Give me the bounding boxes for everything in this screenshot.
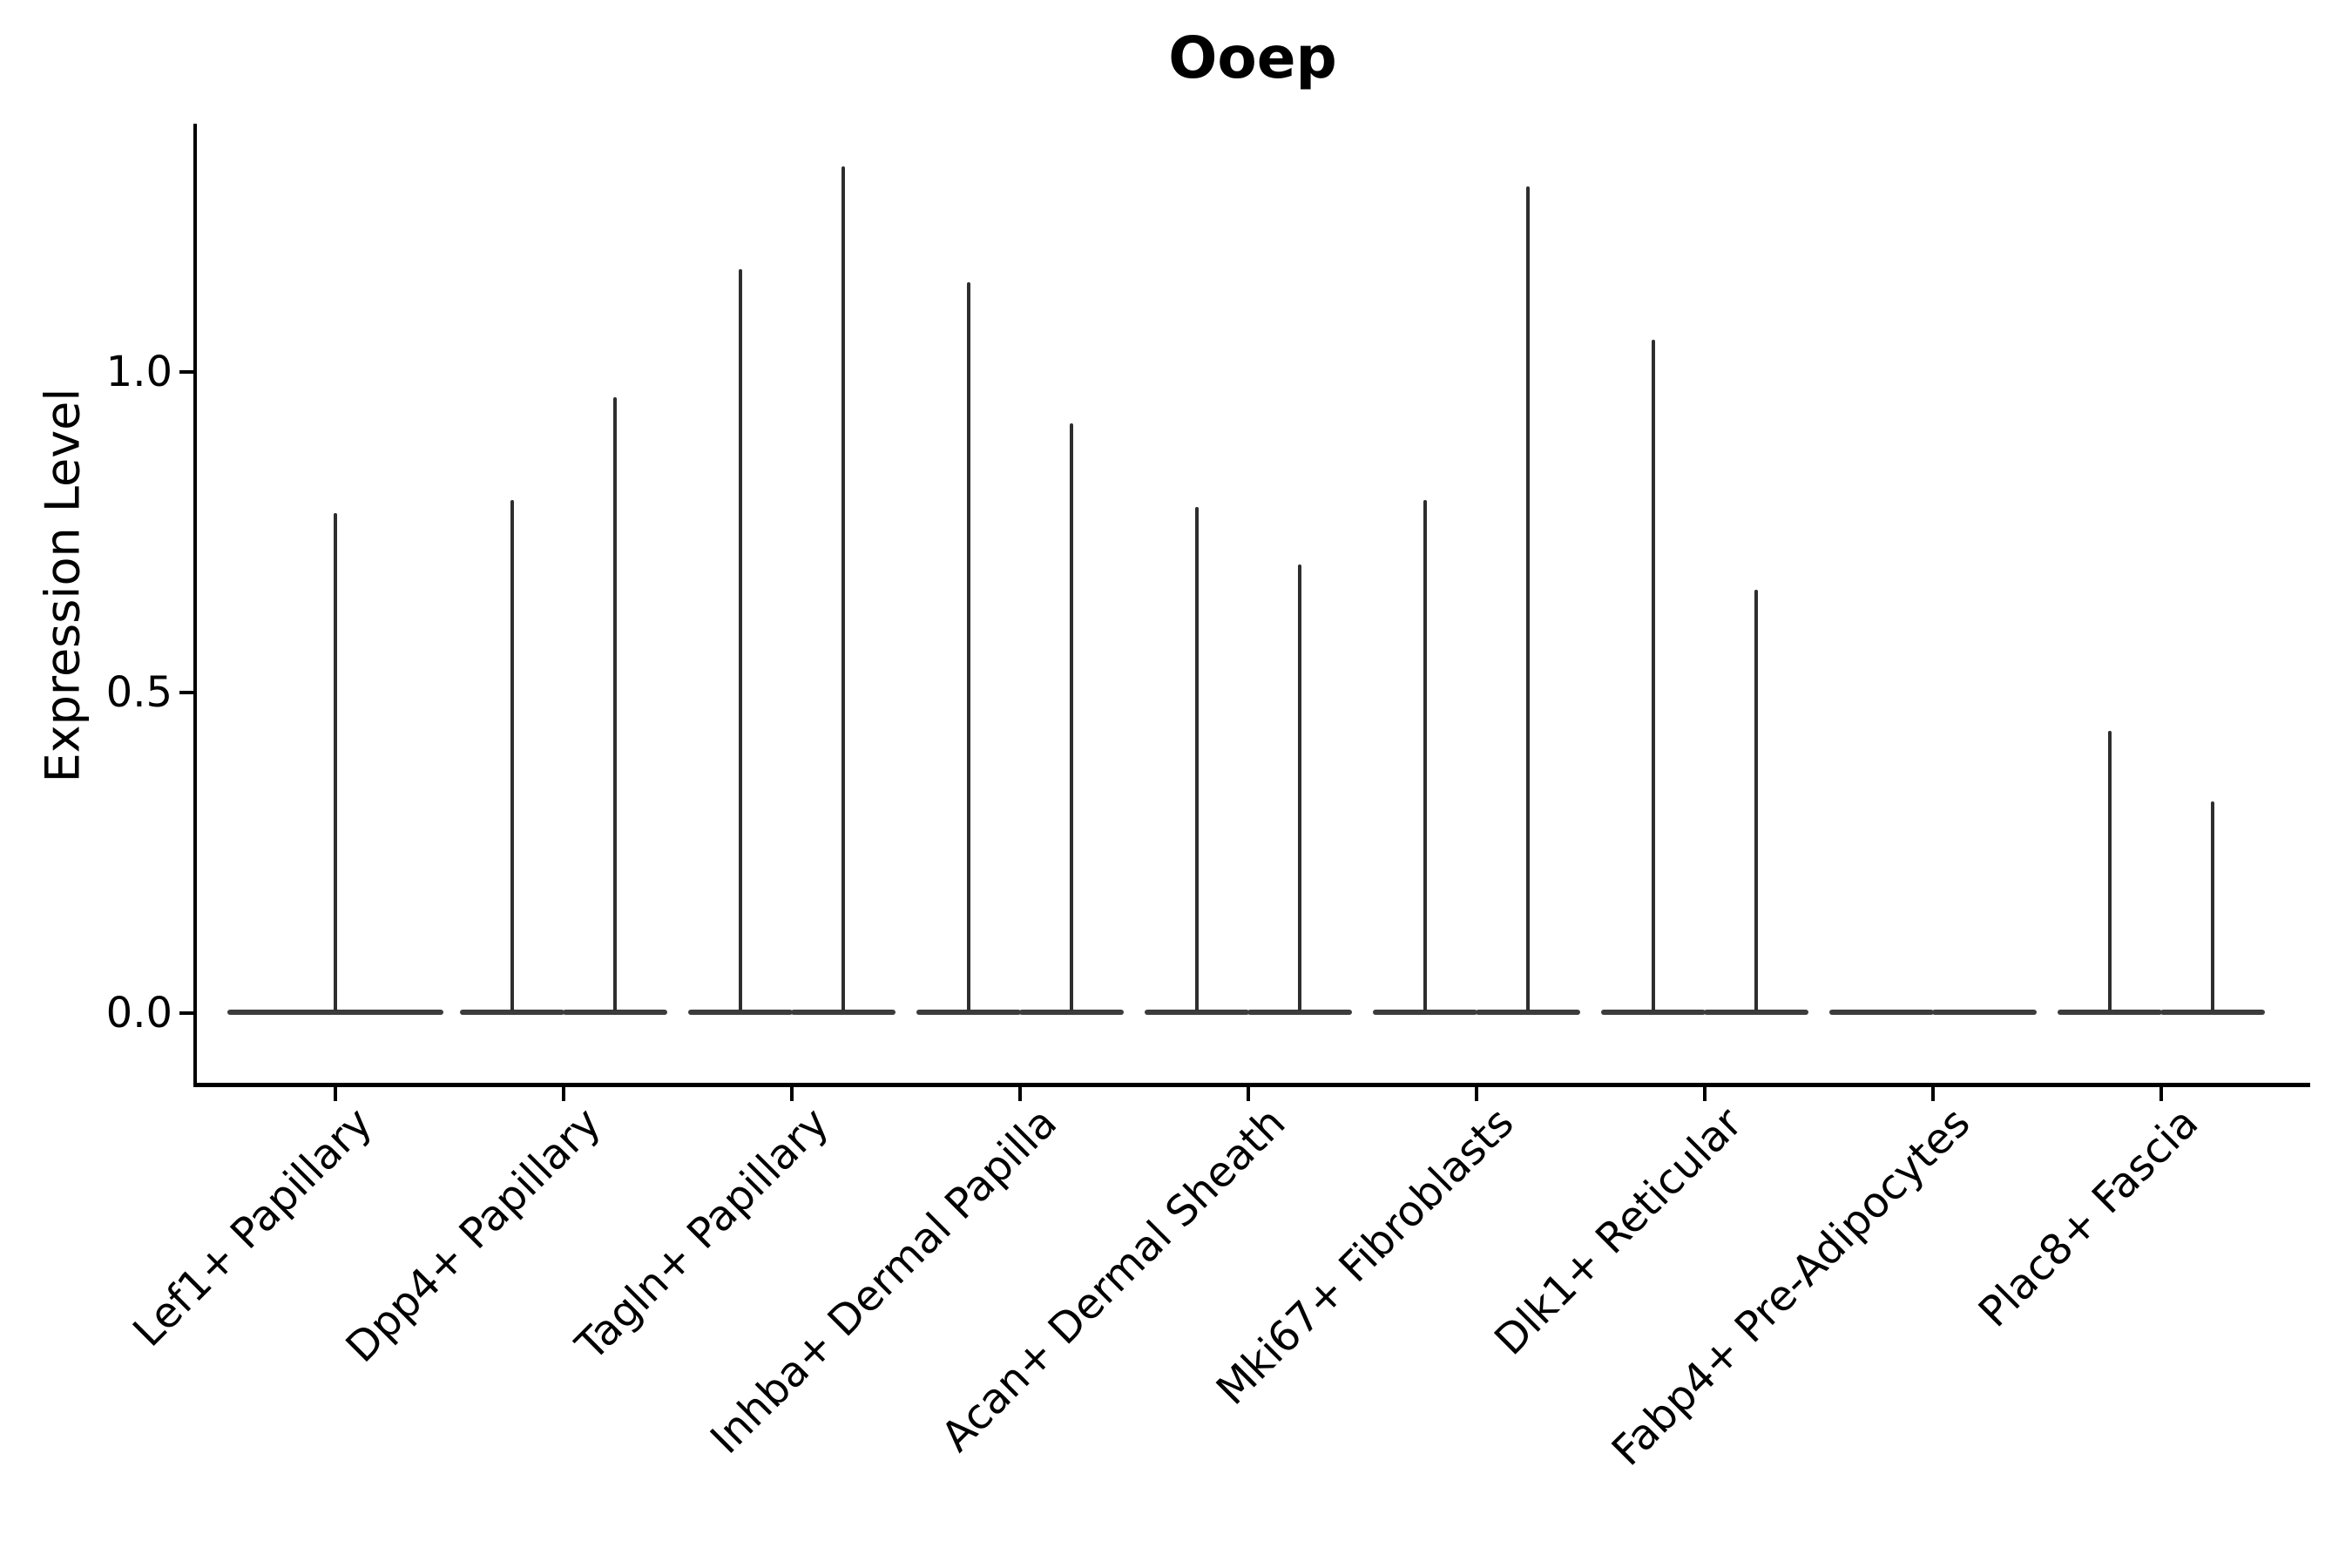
y-axis-spine	[193, 124, 197, 1086]
x-tick-mark	[562, 1087, 565, 1101]
violin-spike	[2108, 731, 2112, 1010]
violin-base	[227, 1010, 443, 1015]
violin-spike	[1526, 186, 1530, 1010]
y-tick-label: 0.5	[105, 668, 172, 717]
violin-base	[460, 1010, 564, 1015]
violin-base	[1373, 1010, 1477, 1015]
violin-spike	[739, 269, 742, 1010]
x-tick-label: Tagln+ Papillary	[566, 1098, 839, 1370]
violin-base	[1145, 1010, 1249, 1015]
violin-spike	[1298, 564, 1301, 1010]
violin-base	[688, 1010, 793, 1015]
violin-spike	[1070, 422, 1073, 1010]
y-axis-label: Expression Level	[35, 388, 91, 783]
violin-spike	[967, 281, 970, 1010]
violin-base	[1247, 1010, 1352, 1015]
x-tick-mark	[334, 1087, 337, 1101]
y-tick-mark	[179, 691, 193, 694]
violin-base	[2058, 1010, 2162, 1015]
x-tick-mark	[1475, 1087, 1478, 1101]
violin-spike	[1754, 590, 1758, 1010]
violin-spike	[1195, 506, 1199, 1010]
violin-spike	[1652, 340, 1655, 1010]
y-tick-label: 1.0	[105, 348, 172, 396]
violin-spike	[1423, 500, 1427, 1010]
y-tick-mark	[179, 370, 193, 374]
violin-base	[1019, 1010, 1124, 1015]
x-tick-mark	[2159, 1087, 2163, 1101]
x-tick-mark	[1703, 1087, 1707, 1101]
violin-base	[2160, 1010, 2265, 1015]
violin-base	[1601, 1010, 1706, 1015]
x-tick-mark	[1931, 1087, 1935, 1101]
violin-spike	[2211, 801, 2214, 1010]
x-tick-mark	[1018, 1087, 1022, 1101]
violin-spike	[334, 512, 337, 1010]
x-axis-spine	[193, 1083, 2310, 1087]
violin-base	[1476, 1010, 1580, 1015]
y-tick-label: 0.0	[105, 989, 172, 1037]
violin-spike	[613, 397, 617, 1010]
violin-spike	[510, 500, 514, 1010]
violin-base	[1829, 1010, 1934, 1015]
x-tick-mark	[790, 1087, 794, 1101]
violin-base	[1932, 1010, 2037, 1015]
x-tick-label: Plac8+ Fascia	[1969, 1098, 2208, 1337]
violin-base	[563, 1010, 667, 1015]
x-tick-mark	[1247, 1087, 1250, 1101]
violin-base	[916, 1010, 1021, 1015]
x-tick-label: Dlk1+ Reticular	[1484, 1098, 1752, 1365]
y-tick-mark	[179, 1011, 193, 1015]
violin-base	[791, 1010, 896, 1015]
x-tick-label: Lef1+ Papillary	[124, 1098, 382, 1356]
violin-spike	[841, 166, 845, 1010]
violin-base	[1704, 1010, 1808, 1015]
chart-title: Ooep	[1168, 24, 1337, 91]
x-tick-label: Dpp4+ Papillary	[336, 1098, 611, 1372]
